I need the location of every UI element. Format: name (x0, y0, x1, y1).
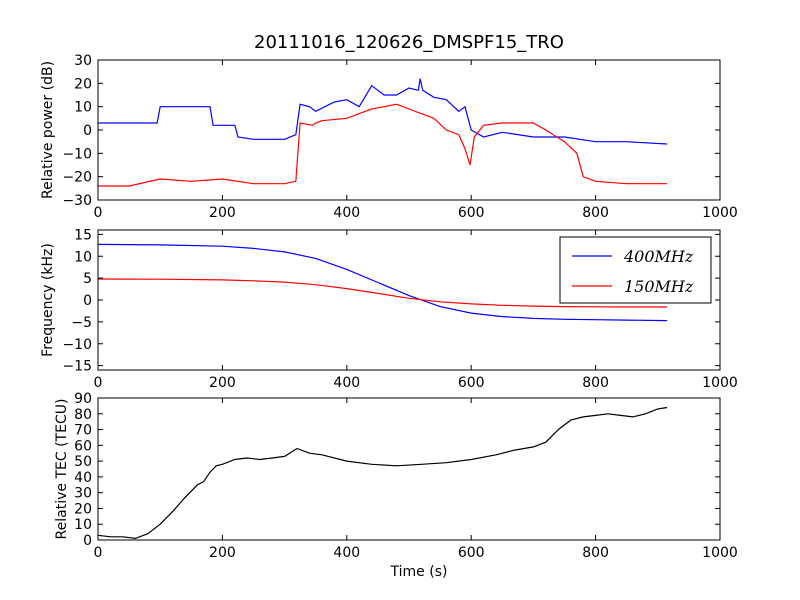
y-tick-label: 60 (74, 438, 92, 454)
y-tick-label: −20 (62, 170, 92, 186)
x-tick-label: 400 (333, 205, 360, 221)
x-tick-label: 600 (458, 205, 485, 221)
series-line-2 (98, 103, 668, 187)
series-line-2 (98, 278, 668, 308)
y-tick-label: 15 (74, 227, 92, 243)
y-tick-label: 5 (83, 271, 92, 287)
y-tick-label: 90 (74, 391, 92, 407)
x-tick-label: 1000 (702, 375, 738, 391)
legend-label: 150MHz (624, 277, 694, 296)
y-tick-label: 30 (74, 53, 92, 69)
y-tick-label: 10 (74, 249, 92, 265)
figure-title: 20111016_120626_DMSPF15_TRO (254, 32, 564, 53)
y-tick-label: −15 (62, 359, 92, 375)
y-tick-label: 0 (83, 123, 92, 139)
y-tick-label: 80 (74, 407, 92, 423)
x-tick-label: 200 (209, 545, 236, 561)
x-tick-label: 600 (458, 545, 485, 561)
series-line-1 (98, 406, 668, 540)
y-tick-label: −30 (62, 193, 92, 209)
series-line-1 (98, 78, 668, 145)
subplot-2: 0 200 400 600 800 1000 15 10 5 0 −5 −10 −15 Frequency… (40, 227, 738, 391)
series-line-1 (98, 243, 668, 322)
x-tick-label: 0 (94, 205, 103, 221)
x-axis-label: Time (s) (390, 564, 448, 580)
legend: 400MHz 150MHz (559, 236, 712, 304)
x-tick-label: 400 (333, 375, 360, 391)
legend-box (559, 236, 712, 304)
y-tick-label: 0 (83, 293, 92, 309)
x-tick-label: 600 (458, 375, 485, 391)
x-tick-label: 1000 (702, 205, 738, 221)
y-axis-label: Frequency (kHz) (40, 243, 56, 357)
x-tick-label: 800 (582, 375, 609, 391)
x-tick-label: 0 (94, 545, 103, 561)
subplot-1: 0 200 400 600 800 1000 30 20 10 0 −10 −20 −30 Relativ… (40, 53, 738, 221)
y-tick-label: 10 (74, 100, 92, 116)
x-tick-label: 0 (94, 375, 103, 391)
x-tick-label: 800 (582, 545, 609, 561)
x-tick-label: 200 (209, 205, 236, 221)
x-tick-label: 400 (333, 545, 360, 561)
y-tick-label: 0 (83, 533, 92, 549)
y-tick-label: 20 (74, 501, 92, 517)
y-tick-label: −10 (62, 337, 92, 353)
x-tick-label: 800 (582, 205, 609, 221)
y-axis-label: Relative TEC (TECU) (54, 399, 70, 540)
y-tick-label: 10 (74, 517, 92, 533)
plots-group: 0 200 400 600 800 10003020100−10−20−30Relativ… (40, 53, 738, 580)
axes-frame (97, 397, 721, 541)
legend-label: 400MHz (623, 247, 694, 266)
y-tick-label: 40 (74, 470, 92, 486)
y-tick-label: 70 (74, 423, 92, 439)
y-tick-label: −5 (71, 315, 92, 331)
y-tick-label: 30 (74, 486, 92, 502)
x-tick-label: 1000 (702, 545, 738, 561)
axes-frame (97, 59, 721, 201)
y-tick-label: 20 (74, 76, 92, 92)
y-tick-label: −10 (62, 146, 92, 162)
y-axis-label: Relative power (dB) (40, 61, 56, 199)
y-tick-label: 50 (74, 454, 92, 470)
x-tick-label: 200 (209, 375, 236, 391)
